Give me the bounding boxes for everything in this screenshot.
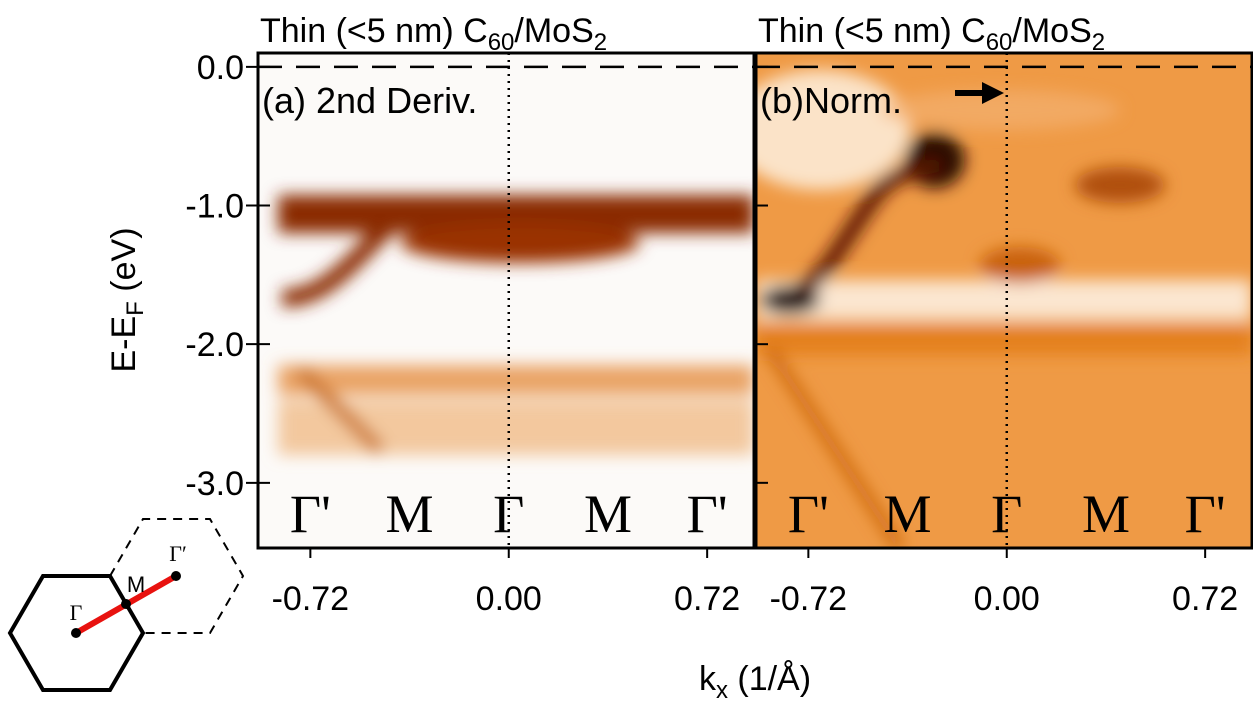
inset-label: Γ [70, 600, 83, 625]
panel-title-part: Thin (<5 nm) C [260, 12, 488, 50]
symmetry-label: Γ [991, 484, 1022, 544]
x-axis-label: kx (1/Å) [699, 660, 811, 702]
panel-title-part: Thin (<5 nm) C [758, 12, 986, 50]
x-axis-label-part: k [699, 660, 717, 698]
x-tick-label: 0.00 [974, 580, 1040, 618]
symmetry-label: M [386, 484, 434, 544]
panel-title-part: /MoS [1012, 12, 1091, 50]
y-axis-label-part: E-E [105, 316, 143, 373]
heatmap-image-a [258, 53, 754, 548]
symmetry-label: Γ [493, 484, 524, 544]
symmetry-label: Γ' [1185, 484, 1226, 544]
x-tick-label: -0.72 [770, 580, 848, 618]
y-tick-label: -1.0 [185, 188, 244, 226]
y-axis-label-part: (eV) [105, 227, 143, 301]
panel-title: Thin (<5 nm) C60/MoS2 [758, 12, 1105, 56]
panel-frame [754, 51, 1253, 550]
x-tick-label: -0.72 [272, 580, 350, 618]
symmetry-label: M [884, 484, 932, 544]
panel-title: Thin (<5 nm) C60/MoS2 [260, 12, 607, 56]
arrow [955, 82, 1004, 104]
inset-label: M [127, 572, 145, 597]
panel-annotation: (b)Norm. [760, 80, 902, 121]
y-axis-label: E-EF (eV) [105, 227, 149, 372]
panel-title-sub: 2 [1092, 29, 1105, 56]
symmetry-label: M [584, 484, 632, 544]
y-tick-label: -2.0 [185, 326, 244, 364]
x-axis-label-sub: x [716, 677, 728, 702]
heatmap-image-b [756, 53, 1252, 548]
symmetry-label: Γ' [290, 484, 331, 544]
symmetry-label: M [1082, 484, 1130, 544]
x-tick-label: 0.00 [476, 580, 542, 618]
x-tick-label: 0.72 [674, 580, 740, 618]
y-tick-label: -3.0 [185, 465, 244, 503]
brillouin-zone-inset [7, 518, 245, 692]
panel-title-sub: 2 [594, 29, 607, 56]
y-axis-label-sub: F [122, 301, 149, 316]
inset-label: Γ′ [169, 541, 187, 566]
x-tick-label: 0.72 [1172, 580, 1238, 618]
panel-annotation: (a) 2nd Deriv. [262, 80, 477, 121]
x-axis-label-part: (1/Å) [728, 660, 811, 698]
symmetry-label: Γ' [788, 484, 829, 544]
panel-frame [256, 51, 756, 550]
symmetry-label: Γ' [687, 484, 728, 544]
panel-title-part: /MoS [514, 12, 593, 50]
y-tick-label: 0.0 [197, 49, 244, 87]
